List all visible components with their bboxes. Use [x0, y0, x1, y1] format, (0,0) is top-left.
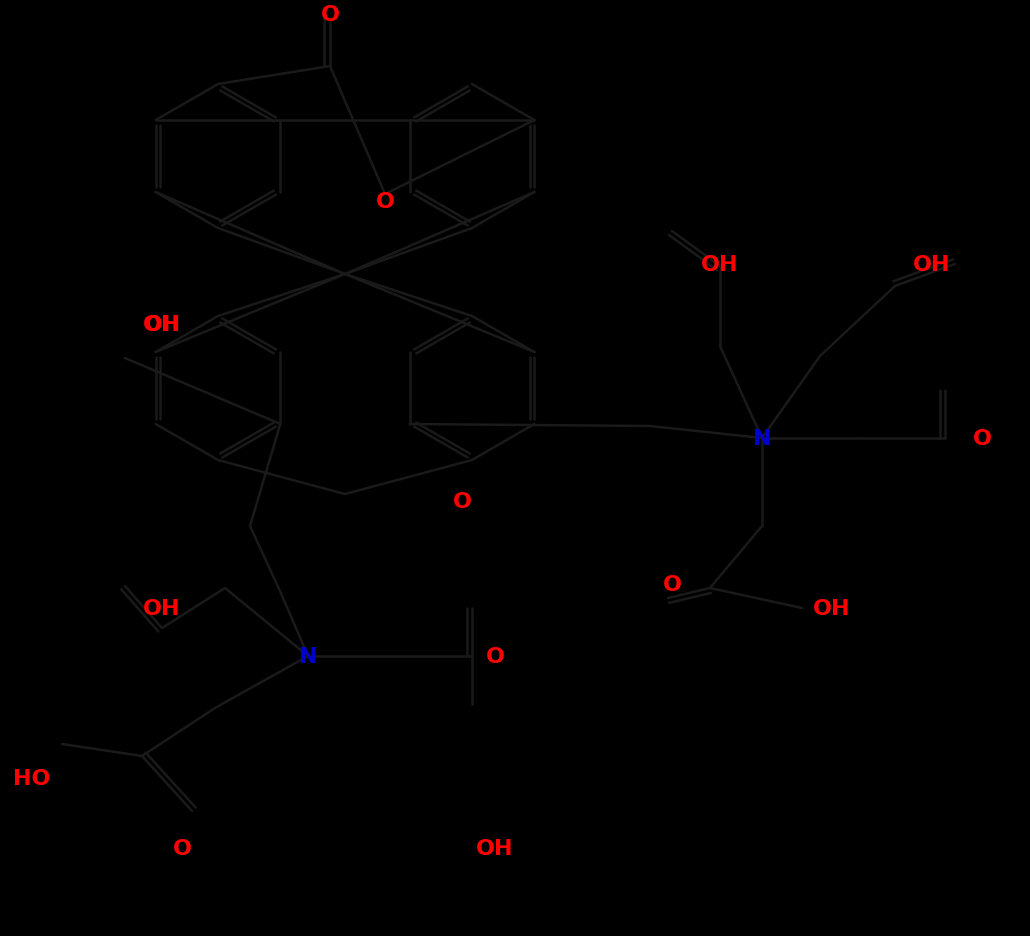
Text: OH: OH: [476, 838, 514, 858]
Text: HO: HO: [13, 768, 50, 788]
Text: O: O: [452, 491, 472, 511]
Text: OH: OH: [701, 255, 739, 274]
Text: OH: OH: [143, 314, 180, 335]
Text: N: N: [299, 647, 317, 666]
Text: O: O: [662, 575, 682, 594]
Text: O: O: [972, 429, 992, 448]
Text: OH: OH: [144, 314, 179, 335]
Text: O: O: [320, 5, 340, 25]
Text: OH: OH: [814, 598, 851, 619]
Text: O: O: [376, 192, 394, 212]
Text: OH: OH: [914, 255, 951, 274]
Text: OH: OH: [143, 598, 180, 619]
Text: O: O: [485, 647, 505, 666]
Text: O: O: [172, 838, 192, 858]
Text: N: N: [753, 429, 771, 448]
